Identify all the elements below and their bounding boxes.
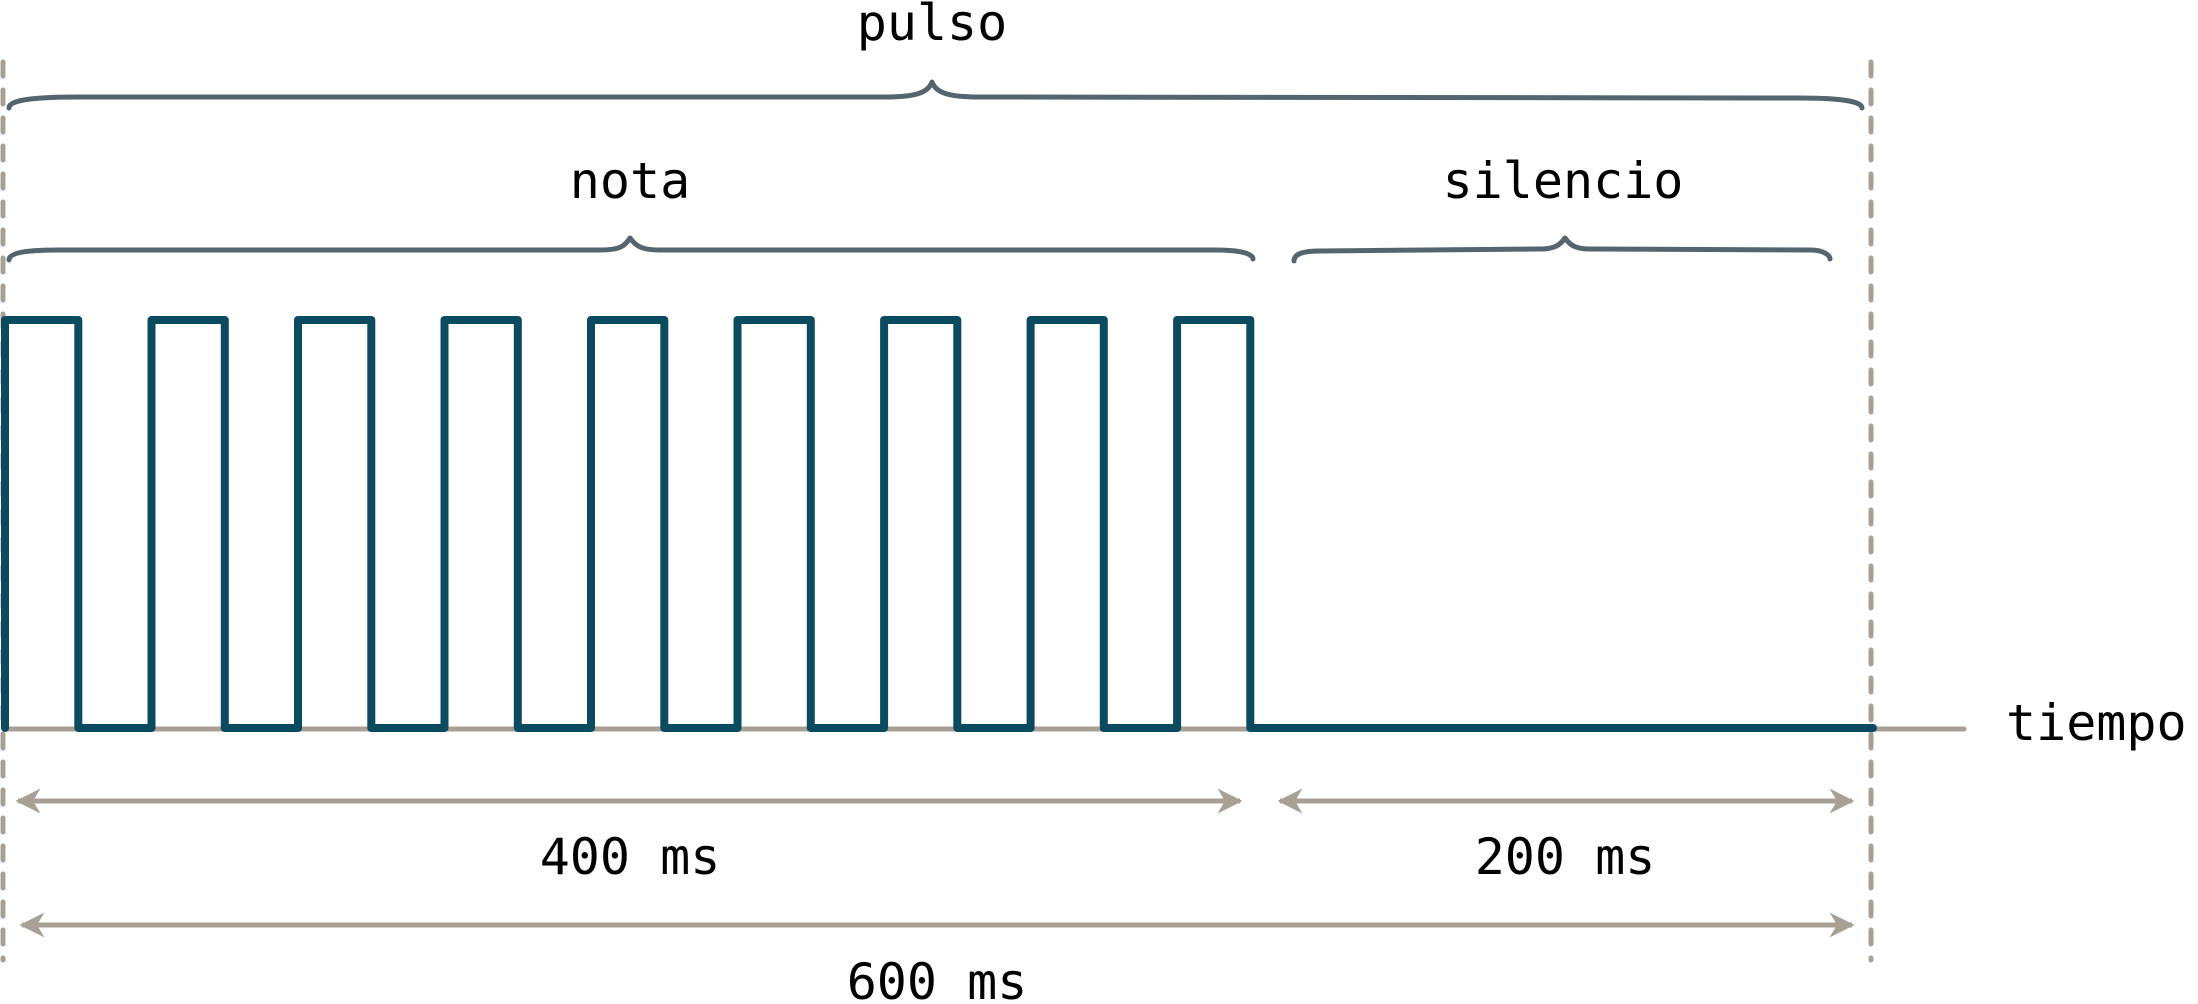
time-axis-label: tiempo [2006, 694, 2187, 752]
note-duration-label: 400 ms [540, 828, 721, 886]
pulse-brace [6, 79, 1865, 111]
square-wave-signal [1, 316, 1877, 732]
note-brace [6, 235, 1256, 263]
pulse-duration-label: 600 ms [847, 953, 1028, 1004]
note-label: nota [570, 152, 690, 210]
silence-duration-label: 200 ms [1475, 828, 1656, 886]
silence-label: silencio [1443, 152, 1684, 210]
pulse-label: pulso [857, 0, 1008, 52]
silence-brace [1291, 235, 1833, 264]
